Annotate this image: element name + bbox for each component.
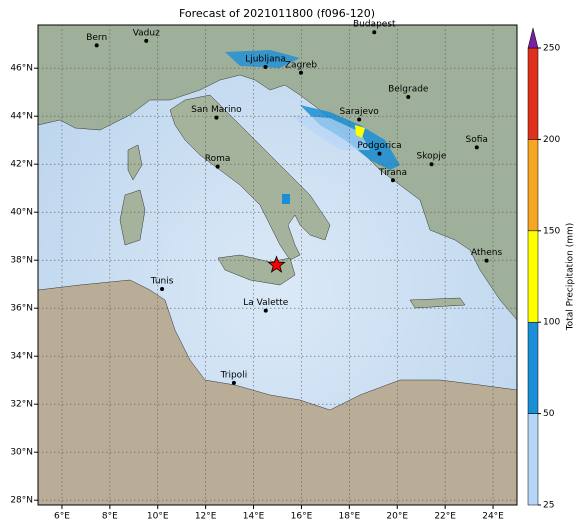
y-tick-label: 38°N <box>10 256 33 266</box>
city-dot <box>298 70 303 75</box>
x-tick-label: 24°E <box>482 512 504 522</box>
y-tick-label: 34°N <box>10 352 33 362</box>
chart-title: Forecast of 2021011800 (f096-120) <box>179 7 375 20</box>
x-tick-label: 6°E <box>54 512 70 522</box>
x-tick-label: 16°E <box>291 512 313 522</box>
city-label: Zagreb <box>285 60 317 70</box>
y-tick-label: 46°N <box>10 64 33 74</box>
city-label: Tirana <box>378 168 407 178</box>
sardinia-land <box>119 189 146 246</box>
italy-land <box>169 94 331 261</box>
city-label: Sofia <box>466 135 488 145</box>
x-tick-label: 10°E <box>147 512 169 522</box>
city-dot <box>474 145 479 150</box>
colorbar-segment <box>527 47 539 140</box>
city-label: Roma <box>205 154 231 164</box>
city-dot <box>263 308 268 313</box>
city-label: San Marino <box>191 105 242 115</box>
x-tick-label: 8°E <box>102 512 118 522</box>
city-dot <box>160 287 165 291</box>
precip-area <box>290 115 370 150</box>
city-dot <box>263 65 268 69</box>
city-dot <box>214 115 219 120</box>
y-tick-label: 28°N <box>10 496 33 506</box>
precip-area <box>355 125 365 138</box>
precip-area <box>282 194 290 204</box>
city-dot <box>484 258 489 263</box>
colorbar-segment <box>527 139 539 232</box>
city-label: Skopje <box>417 152 447 162</box>
africa-land <box>38 279 517 505</box>
city-dot <box>357 117 362 122</box>
x-tick-label: 14°E <box>243 512 265 522</box>
colorbar-segment <box>527 230 539 323</box>
colorbar-segment <box>527 413 539 506</box>
x-tick-label: 22°E <box>434 512 456 522</box>
city-label: Tunis <box>150 277 174 287</box>
crete-land <box>409 297 466 309</box>
colorbar-tick-label: 25 <box>543 501 554 511</box>
city-label: Budapest <box>353 20 396 30</box>
city-dot <box>372 30 377 35</box>
precip-area <box>225 50 300 68</box>
city-label: Athens <box>471 248 502 258</box>
x-tick-label: 20°E <box>386 512 408 522</box>
colorbar-tick-label: 250 <box>543 44 560 54</box>
city-label: Belgrade <box>388 85 429 95</box>
colorbar-tick-label: 50 <box>543 409 555 419</box>
y-tick-label: 42°N <box>10 160 33 170</box>
y-tick-label: 40°N <box>10 208 33 218</box>
map-layers <box>38 25 517 505</box>
city-label: Podgorica <box>357 141 401 151</box>
city-label: Vaduz <box>133 28 160 38</box>
city-dot <box>231 380 236 385</box>
city-label: La Valette <box>243 298 288 308</box>
city-dot <box>377 151 382 156</box>
colorbar-tick-label: 150 <box>543 226 560 236</box>
city-dot <box>144 38 149 43</box>
y-tick-label: 32°N <box>10 400 33 410</box>
colorbar-tick-label: 200 <box>543 135 560 145</box>
city-label: Sarajevo <box>340 107 380 117</box>
plot-frame <box>37 24 518 506</box>
city-dot <box>215 164 220 169</box>
y-tick-label: 30°N <box>10 448 33 458</box>
city-label: Ljubljana <box>245 55 286 65</box>
city-dot <box>94 43 99 48</box>
city-label: Tripoli <box>220 370 248 380</box>
europe-land <box>38 25 517 321</box>
colorbar-segment <box>527 321 539 414</box>
colorbar-label: Total Precipitation (mm) <box>566 223 576 332</box>
city-dot <box>429 162 434 167</box>
y-tick-label: 44°N <box>10 112 33 122</box>
y-tick-label: 36°N <box>10 304 33 314</box>
city-dot <box>406 95 411 99</box>
x-tick-label: 12°E <box>195 512 217 522</box>
event-star <box>267 255 286 273</box>
x-tick-label: 18°E <box>339 512 361 522</box>
city-label: Bern <box>86 33 107 43</box>
corsica-land <box>127 144 143 181</box>
colorbar-tick-label: 100 <box>543 318 560 328</box>
colorbar-extend <box>527 27 539 49</box>
city-dot <box>390 178 395 183</box>
